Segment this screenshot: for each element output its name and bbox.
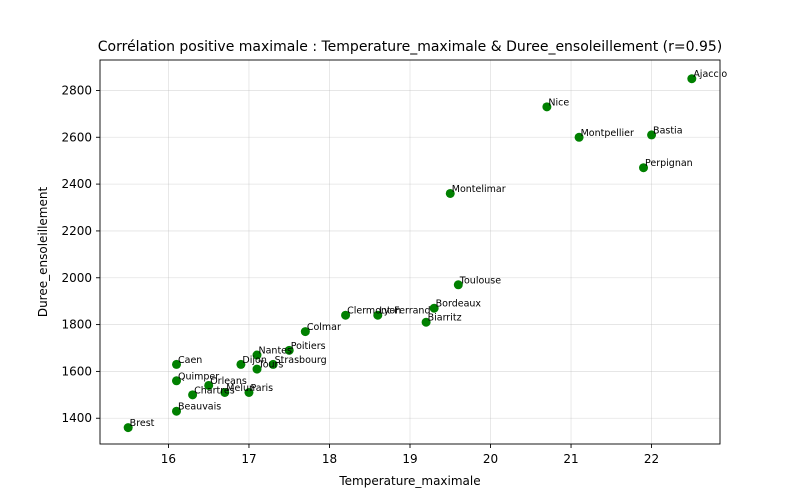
data-point [639,163,649,173]
data-point [284,345,294,355]
point-label: Orleans [210,376,247,387]
data-point [171,376,181,386]
x-tick-label: 16 [161,452,176,466]
data-point [421,317,431,327]
data-point [300,327,310,337]
data-point [220,387,230,397]
y-tick-label: 2200 [61,224,92,238]
data-point [268,359,278,369]
point-label: Montelimar [452,184,506,195]
x-tick-label: 20 [483,452,498,466]
data-point [252,350,262,360]
y-tick-label: 2800 [61,83,92,97]
data-point [445,188,455,198]
point-label: Ajaccio [693,69,727,80]
y-tick-label: 2000 [61,271,92,285]
grid-lines [100,60,720,444]
point-label: Clermont-Ferrand [347,306,430,317]
data-point [236,359,246,369]
point-label: Dijon [242,355,266,366]
x-tick-label: 18 [322,452,337,466]
point-label: Quimper [178,371,219,382]
point-label: Beauvais [178,402,221,413]
point-label: Bordeaux [436,299,482,310]
x-tick-label: 17 [241,452,256,466]
data-point [429,303,439,313]
data-point [341,310,351,320]
point-label: Perpignan [645,158,693,169]
data-point [542,102,552,112]
y-tick-label: 2600 [61,130,92,144]
point-label: Toulouse [459,275,501,286]
data-point [647,130,657,140]
x-tick-label: 19 [402,452,417,466]
data-point [123,423,133,433]
data-point [373,310,383,320]
x-axis-label: Temperature_maximale [338,474,480,488]
axis-ticks: 16 17 18 19 20 21 22 1400 1600 1800 2000 2200 2400 26… [61,83,659,466]
data-point [687,74,697,84]
point-label: Lyon [379,306,401,317]
point-label: Chartres [194,385,235,396]
data-point [171,359,181,369]
point-labels: Ajaccio Nice Bastia Montpellier Perpignan Mon… [130,69,728,429]
y-tick-label: 1800 [61,318,92,332]
data-point [574,132,584,142]
data-point [453,280,463,290]
data-point [244,387,254,397]
point-label: Tours [258,360,284,371]
chart-title: Corrélation positive maximale : Temperat… [98,39,722,55]
data-points [123,74,697,433]
data-point [252,364,262,374]
point-label: Caen [178,355,202,366]
y-axis-label: Duree_ensoleillement [36,187,50,318]
point-label: Brest [130,418,155,429]
data-point [188,390,198,400]
data-point [171,406,181,416]
point-label: Nice [548,97,569,108]
y-tick-label: 1400 [61,411,92,425]
y-tick-label: 2400 [61,177,92,191]
point-label: Poitiers [291,341,326,352]
x-tick-label: 22 [644,452,659,466]
plot-frame [99,59,721,445]
point-label: Nantes [259,346,293,357]
point-label: Colmar [307,322,341,333]
point-label: Melun [226,383,255,394]
point-label: Paris [250,383,273,394]
x-tick-label: 21 [563,452,578,466]
point-label: Biarritz [428,313,462,324]
y-tick-label: 1600 [61,364,92,378]
point-label: Montpellier [581,128,634,139]
point-label: Bastia [653,125,682,136]
data-point [204,380,214,390]
point-label: Strasbourg [275,355,327,366]
